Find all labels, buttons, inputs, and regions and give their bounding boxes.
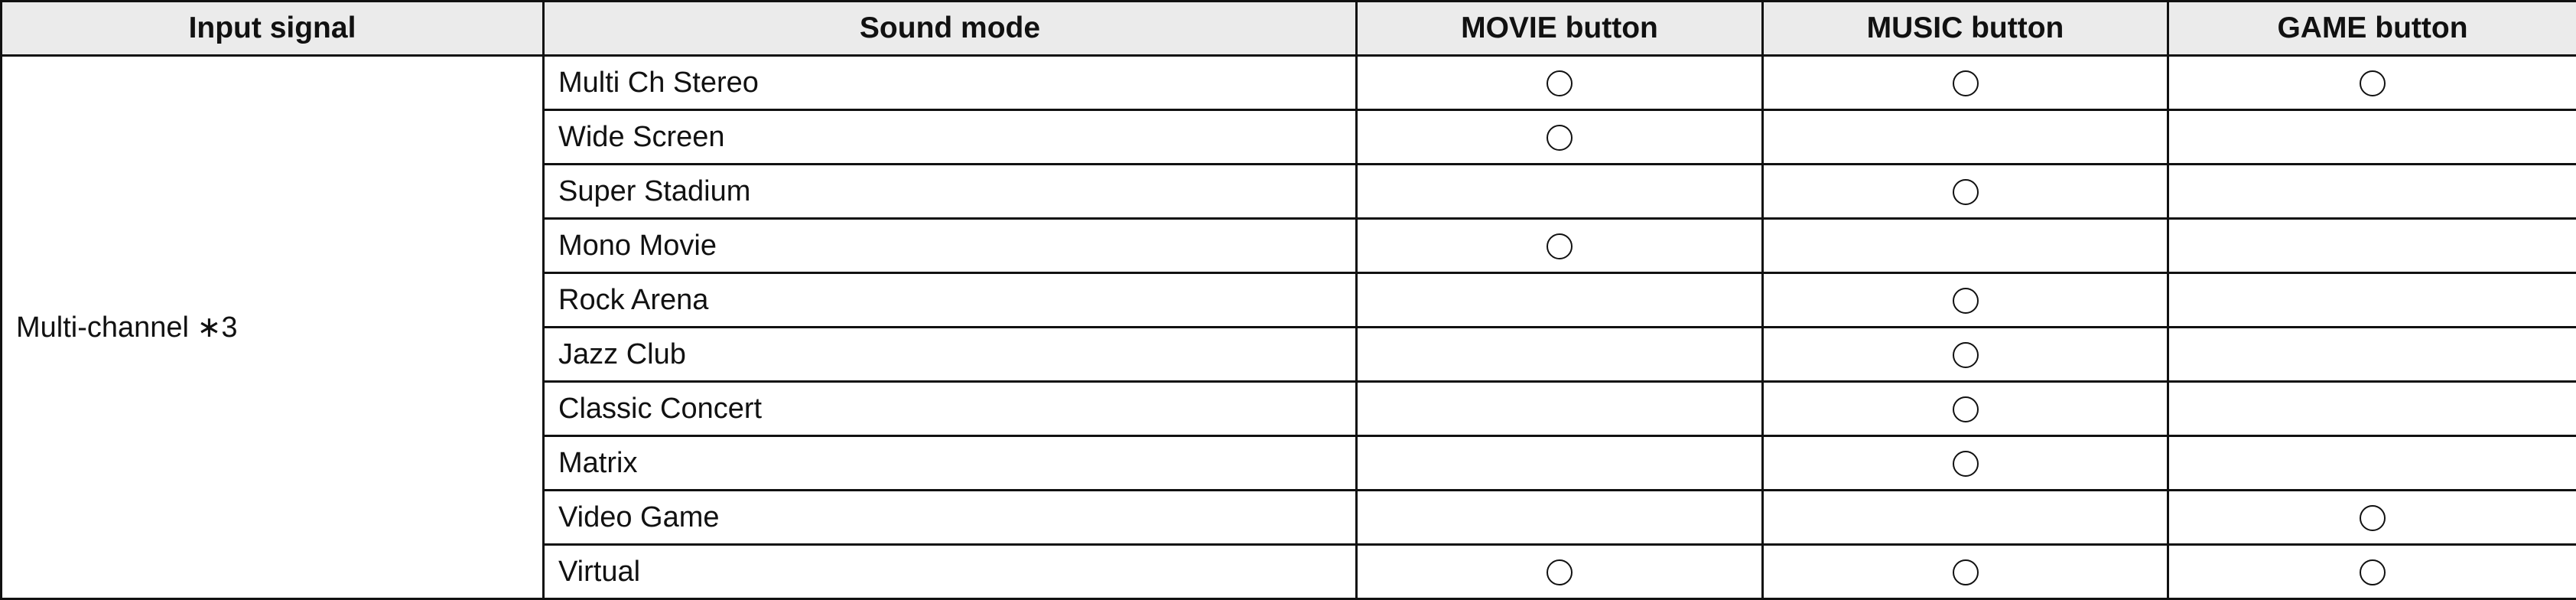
header-row: Input signal Sound mode MOVIE button MUS…: [2, 2, 2576, 56]
game-button-cell: [2168, 491, 2576, 545]
movie-button-cell: [1357, 491, 1763, 545]
sound-mode-cell: Matrix: [544, 436, 1357, 491]
movie-button-cell: [1357, 219, 1763, 273]
movie-button-cell: [1357, 436, 1763, 491]
circle-icon: [1547, 559, 1573, 585]
circle-icon: [1953, 451, 1979, 477]
circle-icon: [1953, 179, 1979, 205]
game-button-cell: [2168, 219, 2576, 273]
music-button-cell: [1763, 56, 2168, 110]
sound-mode-cell: Super Stadium: [544, 165, 1357, 219]
circle-icon: [1953, 70, 1979, 96]
movie-button-cell: [1357, 273, 1763, 328]
circle-icon: [2360, 505, 2386, 531]
movie-button-cell: [1357, 56, 1763, 110]
circle-icon: [1547, 233, 1573, 259]
music-button-cell: [1763, 328, 2168, 382]
game-button-cell: [2168, 56, 2576, 110]
game-button-cell: [2168, 273, 2576, 328]
music-button-cell: [1763, 436, 2168, 491]
music-button-cell: [1763, 273, 2168, 328]
game-button-cell: [2168, 545, 2576, 599]
sound-mode-cell: Video Game: [544, 491, 1357, 545]
music-button-cell: [1763, 110, 2168, 165]
circle-icon: [1547, 125, 1573, 151]
sound-mode-cell: Virtual: [544, 545, 1357, 599]
header-sound-mode: Sound mode: [544, 2, 1357, 56]
circle-icon: [2360, 70, 2386, 96]
music-button-cell: [1763, 545, 2168, 599]
sound-mode-cell: Jazz Club: [544, 328, 1357, 382]
music-button-cell: [1763, 165, 2168, 219]
movie-button-cell: [1357, 382, 1763, 436]
circle-icon: [1953, 559, 1979, 585]
circle-icon: [2360, 559, 2386, 585]
header-input-signal: Input signal: [2, 2, 544, 56]
sound-mode-cell: Classic Concert: [544, 382, 1357, 436]
input-signal-cell: Multi-channel ∗3: [2, 56, 544, 599]
header-music-button: MUSIC button: [1763, 2, 2168, 56]
movie-button-cell: [1357, 165, 1763, 219]
circle-icon: [1953, 288, 1979, 314]
movie-button-cell: [1357, 328, 1763, 382]
movie-button-cell: [1357, 545, 1763, 599]
header-movie-button: MOVIE button: [1357, 2, 1763, 56]
circle-icon: [1547, 70, 1573, 96]
circle-icon: [1953, 342, 1979, 368]
game-button-cell: [2168, 328, 2576, 382]
circle-icon: [1953, 396, 1979, 422]
sound-mode-cell: Rock Arena: [544, 273, 1357, 328]
music-button-cell: [1763, 491, 2168, 545]
game-button-cell: [2168, 382, 2576, 436]
music-button-cell: [1763, 219, 2168, 273]
sound-mode-cell: Mono Movie: [544, 219, 1357, 273]
header-game-button: GAME button: [2168, 2, 2576, 56]
game-button-cell: [2168, 110, 2576, 165]
game-button-cell: [2168, 165, 2576, 219]
game-button-cell: [2168, 436, 2576, 491]
music-button-cell: [1763, 382, 2168, 436]
sound-mode-cell: Multi Ch Stereo: [544, 56, 1357, 110]
movie-button-cell: [1357, 110, 1763, 165]
sound-mode-cell: Wide Screen: [544, 110, 1357, 165]
